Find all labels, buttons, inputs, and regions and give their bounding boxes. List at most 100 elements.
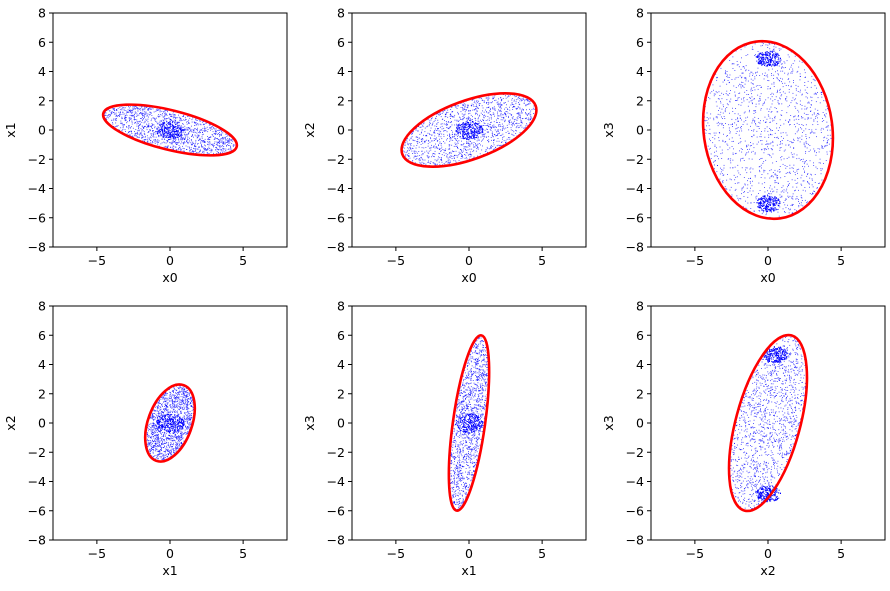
axes-frame [351,12,587,248]
x-tick-label: −5 [387,546,405,561]
y-tick-label: 0 [337,123,345,138]
plot-area [447,334,491,512]
y-tick-label: −4 [28,181,46,196]
scatter-points [103,104,238,156]
y-tick-label: 8 [38,6,46,21]
plot-area [701,39,835,221]
y-tick-label: −6 [327,503,345,518]
x-tick-label: 0 [764,253,772,268]
x-tick-label: 0 [465,546,473,561]
y-tick-label: −4 [327,181,345,196]
x-tick-label: 5 [239,546,247,561]
confidence-ellipse [701,39,835,221]
y-tick-label: 6 [337,328,345,343]
subplot-x0-x2: −5 0 5 −8 −6 −4 −2 0 2 4 6 8 x0 x2 [302,6,587,285]
y-tick-label: −4 [626,474,644,489]
y-tick-label: −4 [626,181,644,196]
y-tick-label: −8 [327,240,345,255]
x-axis-label: x2 [760,563,775,578]
axes-frame [650,305,886,541]
y-tick-label: −6 [28,210,46,225]
y-tick-label: 6 [337,35,345,50]
scatter-points [729,336,808,511]
confidence-ellipse [727,333,809,513]
y-tick-label: −6 [327,210,345,225]
x-axis-label: x1 [162,563,177,578]
y-tick-label: −8 [28,240,46,255]
y-axis-label: x1 [3,122,18,137]
confidence-ellipse [400,92,538,168]
y-tick-label: 0 [337,416,345,431]
y-tick-label: 2 [337,93,345,108]
y-tick-label: 8 [38,299,46,314]
y-tick-label: −2 [327,445,345,460]
x-tick-label: −5 [686,253,704,268]
y-tick-label: 2 [337,386,345,401]
x-tick-label: −5 [88,253,106,268]
scatter-points [401,93,537,167]
y-tick-label: 2 [38,386,46,401]
confidence-ellipse [447,334,491,512]
x-tick-label: 0 [764,546,772,561]
y-tick-label: 4 [636,357,644,372]
subplot-x2-x3: −5 0 5 −8 −6 −4 −2 0 2 4 6 8 x2 x3 [601,299,886,578]
x-axis-label: x0 [162,270,177,285]
x-tick-label: 5 [837,253,845,268]
x-tick-label: 5 [239,253,247,268]
y-tick-label: −6 [28,503,46,518]
x-tick-label: 5 [538,546,546,561]
y-tick-label: 2 [636,386,644,401]
x-tick-label: 5 [837,546,845,561]
y-tick-label: 0 [636,123,644,138]
y-tick-label: 0 [38,416,46,431]
x-tick-label: 0 [166,546,174,561]
x-axis-label: x1 [461,563,476,578]
y-tick-label: −8 [626,240,644,255]
x-tick-label: 0 [465,253,473,268]
confidence-ellipse [143,383,197,463]
y-tick-label: −2 [28,445,46,460]
subplot-x0-x3: −5 0 5 −8 −6 −4 −2 0 2 4 6 8 x0 x3 [601,6,886,285]
y-tick-label: 4 [38,64,46,79]
y-tick-label: 2 [38,93,46,108]
y-tick-label: −8 [327,533,345,548]
y-tick-label: −2 [327,152,345,167]
y-axis-label: x3 [601,122,616,137]
y-tick-label: −8 [28,533,46,548]
scatter-points [145,385,196,462]
x-axis-label: x0 [760,270,775,285]
y-tick-label: 0 [636,416,644,431]
y-tick-label: 4 [38,357,46,372]
scatter-points [704,42,834,220]
plot-area [400,92,538,168]
x-tick-label: −5 [686,546,704,561]
y-tick-label: 4 [337,357,345,372]
y-tick-label: 4 [337,64,345,79]
plot-area [101,103,239,157]
y-tick-label: 8 [636,6,644,21]
plot-area [143,383,197,463]
y-tick-label: 6 [636,328,644,343]
y-axis-label: x2 [302,122,317,137]
y-tick-label: −4 [28,474,46,489]
y-tick-label: −2 [28,152,46,167]
y-tick-label: 8 [636,299,644,314]
subplot-x1-x2: −5 0 5 −8 −6 −4 −2 0 2 4 6 8 x1 x2 [3,299,288,578]
plot-area [727,333,809,513]
y-axis-label: x2 [3,415,18,430]
confidence-ellipse [101,103,239,157]
x-tick-label: 0 [166,253,174,268]
x-axis-label: x0 [461,270,476,285]
y-tick-label: −8 [626,533,644,548]
y-tick-label: 6 [636,35,644,50]
y-tick-label: 6 [38,328,46,343]
subplot-x0-x1: −5 0 5 −8 −6 −4 −2 0 2 4 6 8 x0 x1 [3,6,288,285]
x-tick-label: −5 [387,253,405,268]
subplot-x1-x3: −5 0 5 −8 −6 −4 −2 0 2 4 6 8 x1 x3 [302,299,587,578]
axes-frame [52,305,288,541]
y-tick-label: 0 [38,123,46,138]
y-tick-label: −6 [626,503,644,518]
y-tick-label: 8 [337,299,345,314]
y-tick-label: 8 [337,6,345,21]
